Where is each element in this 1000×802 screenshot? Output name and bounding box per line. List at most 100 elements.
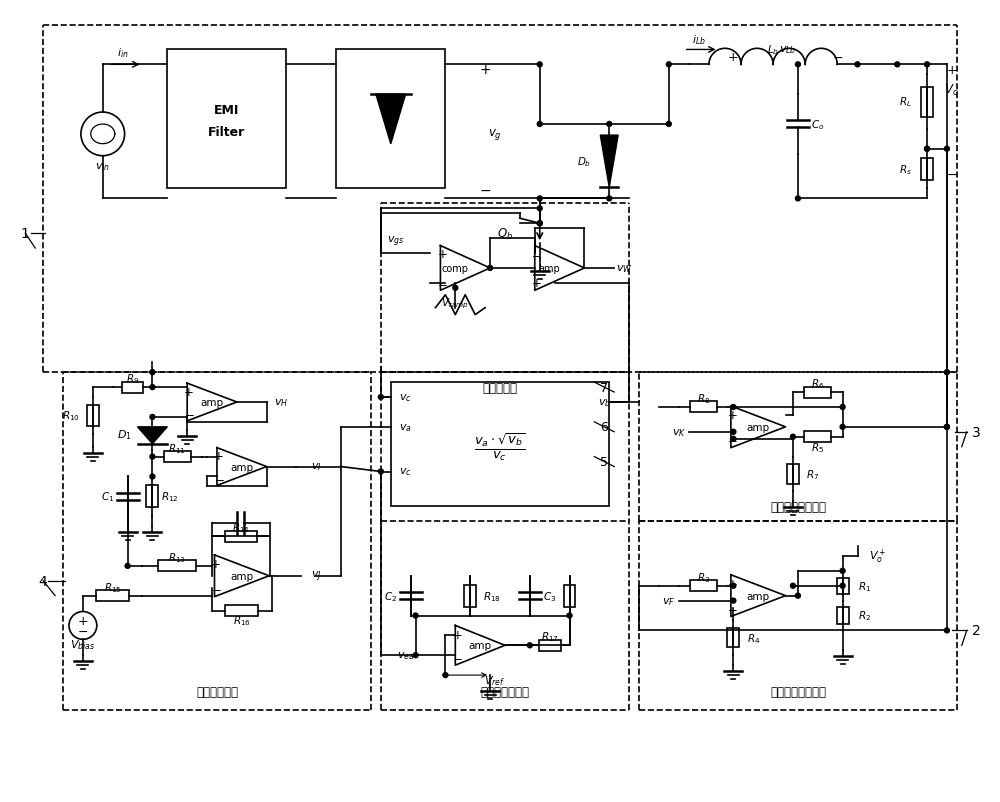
Text: $R_{11}$: $R_{11}$ xyxy=(168,441,186,455)
Text: amp: amp xyxy=(539,264,561,273)
Text: $v_{ea}$: $v_{ea}$ xyxy=(397,650,414,662)
Circle shape xyxy=(840,405,845,410)
Bar xyxy=(837,608,849,624)
Circle shape xyxy=(731,405,736,410)
Polygon shape xyxy=(600,136,618,188)
Circle shape xyxy=(537,221,542,226)
Text: $R_{12}$: $R_{12}$ xyxy=(161,490,179,504)
Bar xyxy=(921,87,933,117)
Circle shape xyxy=(840,425,845,430)
Circle shape xyxy=(840,584,845,589)
Text: $v_b$: $v_b$ xyxy=(598,397,611,408)
Bar xyxy=(804,431,831,443)
Text: $-$: $-$ xyxy=(452,650,463,663)
Text: $R_7$: $R_7$ xyxy=(806,468,819,481)
Circle shape xyxy=(731,584,736,589)
Text: +: + xyxy=(947,63,957,77)
Bar xyxy=(921,159,933,180)
Circle shape xyxy=(944,425,949,430)
Text: 3: 3 xyxy=(972,425,981,439)
Text: $v_W$: $v_W$ xyxy=(616,263,632,274)
Text: $v_F$: $v_F$ xyxy=(662,595,675,607)
Text: $i_{Lb}$: $i_{Lb}$ xyxy=(692,34,706,47)
Text: +: + xyxy=(727,577,737,590)
Text: $-$: $-$ xyxy=(727,602,738,614)
Text: $i_{in}$: $i_{in}$ xyxy=(117,47,128,60)
Circle shape xyxy=(537,207,542,212)
Circle shape xyxy=(150,455,155,460)
Text: $R_3$: $R_3$ xyxy=(697,570,710,584)
Bar xyxy=(464,585,476,607)
Text: $R_9$: $R_9$ xyxy=(126,372,139,386)
Text: $R_{17}$: $R_{17}$ xyxy=(541,630,559,643)
Bar xyxy=(539,640,561,651)
Text: $D_b$: $D_b$ xyxy=(577,155,592,169)
Circle shape xyxy=(944,425,949,430)
Text: $-$: $-$ xyxy=(727,433,738,446)
Text: $-$: $-$ xyxy=(437,277,448,290)
Bar xyxy=(690,581,717,591)
Circle shape xyxy=(537,63,542,67)
Text: $R_s$: $R_s$ xyxy=(899,163,912,176)
Circle shape xyxy=(413,653,418,658)
Bar xyxy=(727,629,739,647)
Text: +: + xyxy=(214,450,224,463)
Text: $v_H$: $v_H$ xyxy=(274,397,289,408)
Text: $R_{13}$: $R_{13}$ xyxy=(168,550,186,564)
Circle shape xyxy=(413,614,418,618)
Text: amp: amp xyxy=(230,571,253,581)
Bar xyxy=(158,561,196,572)
Bar xyxy=(96,590,129,602)
Text: 峰值采样电路: 峰值采样电路 xyxy=(196,686,238,699)
Text: $v_c$: $v_c$ xyxy=(399,391,411,403)
Circle shape xyxy=(731,430,736,435)
Text: +: + xyxy=(437,247,447,260)
Circle shape xyxy=(607,122,612,128)
Circle shape xyxy=(790,435,795,439)
Circle shape xyxy=(925,147,930,152)
Text: amp: amp xyxy=(747,423,770,432)
Text: Filter: Filter xyxy=(208,126,246,140)
Text: $R_4$: $R_4$ xyxy=(747,631,760,645)
Text: $Q_b$: $Q_b$ xyxy=(497,226,513,241)
Text: $R_{18}$: $R_{18}$ xyxy=(483,589,501,603)
Bar xyxy=(787,465,799,484)
Circle shape xyxy=(150,415,155,419)
Text: $v_a$: $v_a$ xyxy=(399,421,412,433)
Circle shape xyxy=(895,63,900,67)
Text: +: + xyxy=(184,385,194,398)
Bar xyxy=(336,51,445,189)
Circle shape xyxy=(731,437,736,442)
Circle shape xyxy=(488,266,493,271)
Text: $V_{bias}$: $V_{bias}$ xyxy=(70,638,96,651)
Text: $R_L$: $R_L$ xyxy=(899,95,912,109)
Text: $R_2$: $R_2$ xyxy=(858,609,871,622)
Text: amp: amp xyxy=(747,591,770,601)
Bar xyxy=(122,383,143,393)
Circle shape xyxy=(443,673,448,678)
Bar xyxy=(391,383,609,507)
Text: 6: 6 xyxy=(600,421,608,434)
Text: amp: amp xyxy=(230,462,253,472)
Text: $-$: $-$ xyxy=(531,247,542,260)
Text: $V_{ref}$: $V_{ref}$ xyxy=(484,674,506,687)
Bar xyxy=(146,486,158,508)
Text: $v_{Lb}$: $v_{Lb}$ xyxy=(779,44,797,56)
Circle shape xyxy=(125,564,130,569)
Text: $v_{in}$: $v_{in}$ xyxy=(95,160,110,172)
Text: +: + xyxy=(532,277,542,290)
Text: $C_o$: $C_o$ xyxy=(811,118,824,132)
Text: +: + xyxy=(727,409,737,422)
Text: $R_{15}$: $R_{15}$ xyxy=(104,580,122,593)
Text: $R_{10}$: $R_{10}$ xyxy=(62,409,80,423)
Circle shape xyxy=(607,196,612,201)
Text: $-$: $-$ xyxy=(832,51,843,64)
Bar xyxy=(804,387,831,398)
Text: $v_J$: $v_J$ xyxy=(311,569,322,583)
Text: $D_1$: $D_1$ xyxy=(117,427,132,441)
Text: $-$: $-$ xyxy=(211,581,221,594)
Bar xyxy=(837,577,849,594)
Text: +: + xyxy=(452,628,462,641)
Text: amp: amp xyxy=(469,641,492,650)
Text: $-$: $-$ xyxy=(184,407,194,420)
